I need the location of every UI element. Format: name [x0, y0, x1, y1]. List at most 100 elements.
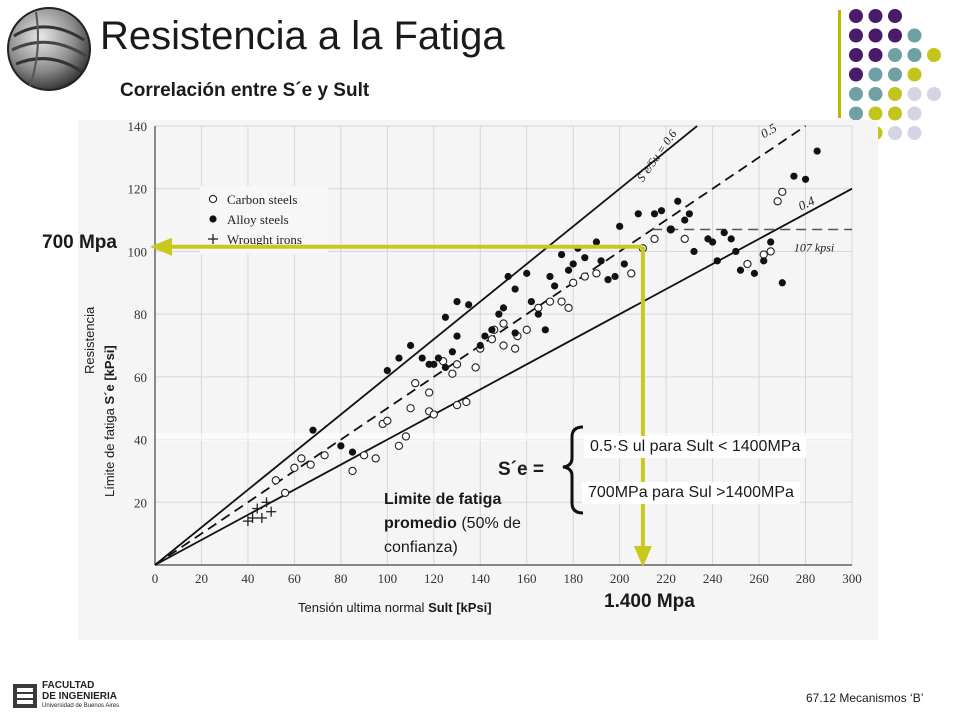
- decorative-dot: [888, 87, 902, 101]
- alloy-steel-point: [557, 250, 566, 259]
- alloy-steel-point: [448, 348, 456, 356]
- faculty-logo: FACULTAD DE INGENIERIA Universidad de Bu…: [12, 680, 122, 714]
- course-code: 67.12 Mecanismos ‘B’: [806, 691, 924, 705]
- x-tick-label: 120: [424, 571, 444, 586]
- alloy-steel-point: [657, 207, 666, 215]
- x-tick-label: 220: [656, 571, 676, 586]
- carbon-steel-point: [429, 410, 438, 419]
- alloy-steel-point: [383, 366, 391, 375]
- alloy-steel-point: [569, 260, 577, 268]
- x-axis-label: Tensión ultima normal Sult [kPsi]: [298, 600, 492, 615]
- carbon-steel-point: [290, 463, 299, 472]
- carbon-steel-point: [462, 397, 471, 407]
- decorative-dot: [907, 87, 922, 101]
- carbon-steel-point: [383, 416, 392, 425]
- ratio-line: [154, 125, 698, 566]
- decorative-dot: [888, 28, 902, 43]
- alloy-steel-point: [453, 298, 461, 306]
- label-1400-mpa: 1.400 Mpa: [604, 591, 695, 612]
- carbon-steel-point: [545, 297, 555, 306]
- alloy-steel-point: [511, 285, 519, 293]
- carbon-steel-point: [522, 325, 531, 334]
- decorative-dot: [868, 48, 883, 62]
- alloy-steel-point: [465, 301, 473, 309]
- alloy-steel-point: [564, 266, 573, 274]
- x-tick-label: 260: [749, 571, 769, 586]
- x-tick-label: 200: [610, 571, 630, 586]
- carbon-steel-point: [564, 303, 573, 313]
- decorative-dot: [888, 67, 902, 82]
- decorative-dot: [849, 48, 863, 62]
- decorative-dot: [849, 28, 863, 43]
- alloy-steel-point: [650, 210, 659, 218]
- x-tick-label: 80: [334, 571, 347, 586]
- formula-case-2: 700MPa para Sul >1400MPa: [582, 482, 800, 504]
- alloy-steel-point: [616, 222, 624, 230]
- x-axis-label-text: Tensión ultima normal: [298, 600, 429, 615]
- decorative-dot: [888, 106, 902, 121]
- carbon-steel-point: [401, 432, 411, 441]
- alloy-steel-point: [720, 229, 728, 237]
- decorative-dot: [849, 87, 863, 101]
- x-axis-label-var: Sult [kPsi]: [428, 600, 492, 615]
- y-tick-label: 60: [134, 370, 147, 385]
- alloy-steel-point: [395, 354, 403, 362]
- carbon-steel-point: [487, 335, 497, 344]
- carbon-steel-point: [359, 451, 369, 460]
- guide-700-arrowhead: [150, 237, 172, 256]
- wrought-iron-point: [247, 512, 258, 523]
- se-equals-label: S´e =: [498, 459, 544, 480]
- x-tick-label: 180: [563, 571, 583, 586]
- faculty-name-1: FACULTAD: [42, 680, 95, 691]
- y-tick-label: 40: [134, 433, 147, 448]
- carbon-steel-point: [557, 297, 566, 306]
- x-tick-label: 300: [842, 571, 862, 586]
- alloy-steel-point: [674, 197, 682, 205]
- alloy-steel-point: [406, 341, 415, 350]
- y-axis-label-text: Límite de fatiga: [102, 404, 117, 497]
- x-tick-label: 0: [152, 571, 159, 586]
- faculty-crest-image: [7, 7, 91, 91]
- x-tick-label: 100: [378, 571, 398, 586]
- alloy-steel-point: [441, 313, 450, 321]
- guide-1400-arrowhead: [633, 546, 652, 567]
- decorative-dot: [927, 48, 941, 62]
- alloy-steel-point: [348, 448, 357, 456]
- y-axis-label-line2: Límite de fatiga S´e [kPsi]: [102, 345, 117, 497]
- alloy-steel-point: [597, 257, 605, 265]
- chart-legend: Carbon steels Alloy steels Wrought irons: [200, 186, 328, 254]
- carbon-steel-point: [471, 363, 480, 372]
- faculty-emblem-icon: [13, 684, 37, 708]
- alloy-steel-point: [511, 329, 519, 337]
- slide-subtitle: Correlación entre S´e y Sult: [120, 80, 370, 101]
- x-tick-label: 140: [471, 571, 491, 586]
- y-axis-label-var: S´e [kPsi]: [102, 345, 117, 405]
- average-limit-note: Limite de fatiga promedio (50% de confia…: [384, 488, 574, 560]
- alloy-steel-point: [801, 175, 810, 183]
- scan-seam: [155, 433, 852, 441]
- formula-brace: [562, 425, 584, 515]
- alloy-steel-point: [546, 272, 554, 281]
- x-tick-label: 280: [796, 571, 816, 586]
- y-tick-label: 20: [134, 495, 147, 510]
- x-tick-label: 60: [288, 571, 301, 586]
- carbon-steel-point: [306, 460, 315, 469]
- wrought-iron-point: [266, 506, 277, 517]
- carbon-steel-point: [759, 250, 768, 259]
- decorative-dot: [888, 126, 902, 140]
- faculty-name-2: DE INGENIERIA: [42, 691, 118, 702]
- alloy-steel-point: [611, 272, 619, 281]
- accent-divider: [838, 10, 841, 118]
- decorative-dot: [907, 67, 922, 82]
- alloy-steel-point: [441, 363, 450, 372]
- decorative-dot: [888, 48, 902, 62]
- carbon-steel-point: [348, 466, 357, 476]
- y-tick-label: 80: [134, 307, 147, 322]
- alloy-steel-point: [495, 310, 503, 318]
- alloy-steel-point: [476, 341, 484, 350]
- alloy-steel-point: [488, 326, 496, 334]
- chart-axes: 0 20 40 60 80 100 120 140 160 180 200 220 240 260 280 3…: [128, 119, 862, 586]
- alloy-steel-point: [736, 266, 745, 274]
- legend-carbon-marker: [208, 194, 218, 204]
